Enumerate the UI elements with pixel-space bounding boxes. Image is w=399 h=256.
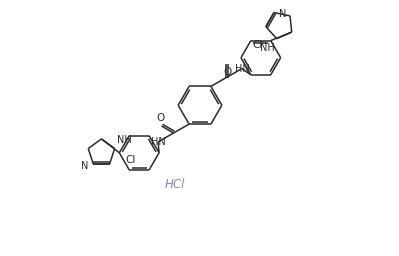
Text: HCl: HCl (165, 178, 186, 191)
Text: N: N (81, 161, 88, 171)
Text: NH: NH (117, 135, 131, 145)
Text: NH: NH (260, 43, 275, 53)
Text: Cl: Cl (253, 39, 263, 50)
Text: O: O (156, 113, 165, 123)
Text: O: O (223, 67, 231, 77)
Text: HN: HN (151, 137, 166, 147)
Text: HN: HN (235, 63, 249, 73)
Text: N: N (279, 9, 286, 19)
Text: Cl: Cl (125, 155, 135, 165)
